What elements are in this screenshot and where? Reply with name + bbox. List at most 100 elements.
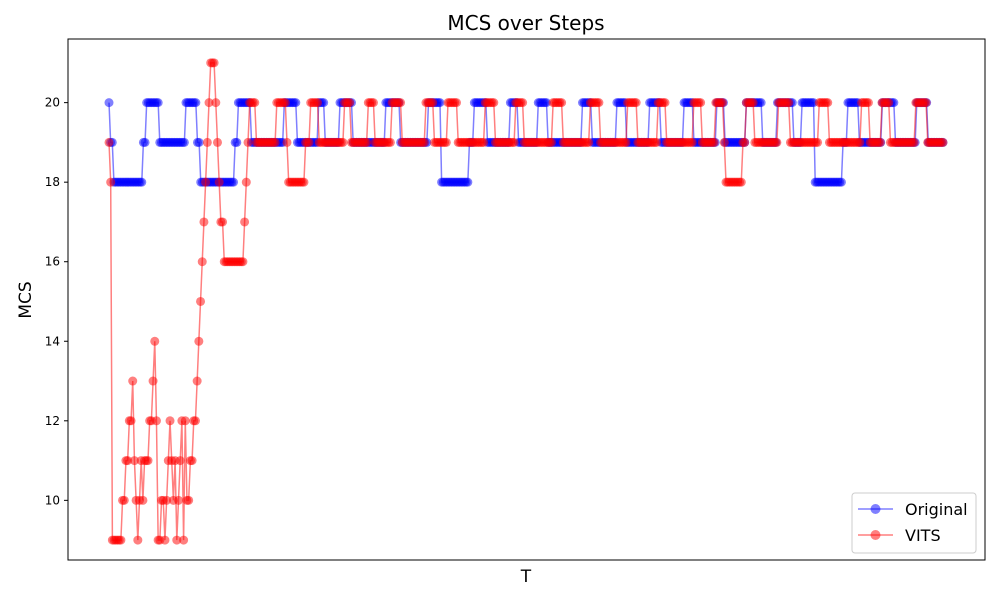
data-point-vits — [718, 98, 728, 108]
data-point-vits — [385, 137, 395, 147]
data-point-vits — [736, 177, 746, 187]
data-point-vits — [190, 416, 200, 426]
data-point-vits — [179, 535, 189, 545]
series-layer — [104, 58, 948, 545]
data-point-vits — [204, 98, 214, 108]
data-point-vits — [174, 495, 183, 505]
data-point-vits — [584, 137, 594, 147]
y-tick-label: 18 — [45, 175, 60, 189]
data-point-vits — [165, 416, 175, 426]
data-point-vits — [240, 217, 250, 227]
y-tick-label: 14 — [45, 334, 60, 348]
data-point-vits — [546, 137, 556, 147]
y-tick-label: 16 — [45, 255, 60, 269]
data-point-original — [541, 98, 551, 108]
y-tick-label: 10 — [45, 493, 60, 507]
data-point-vits — [909, 137, 919, 147]
data-point-vits — [150, 336, 160, 346]
data-point-vits — [557, 98, 567, 108]
data-point-vits — [884, 98, 894, 108]
data-point-vits — [194, 336, 204, 346]
data-point-vits — [772, 137, 782, 147]
data-point-vits — [143, 456, 153, 466]
y-tick-label: 12 — [45, 414, 60, 428]
data-point-vits — [921, 98, 931, 108]
data-point-vits — [238, 257, 248, 267]
data-point-original — [435, 98, 445, 108]
data-point-vits — [631, 98, 641, 108]
data-point-vits — [621, 137, 631, 147]
data-point-vits — [211, 98, 221, 108]
data-point-vits — [199, 217, 209, 227]
data-point-vits — [212, 137, 222, 147]
data-point-vits — [162, 495, 172, 505]
data-point-original — [194, 137, 204, 147]
data-point-original — [291, 98, 301, 108]
data-point-vits — [148, 376, 158, 386]
legend-box — [851, 492, 977, 554]
data-point-vits — [709, 137, 719, 147]
data-point-original — [229, 177, 239, 187]
data-point-vits — [180, 416, 190, 426]
data-point-vits — [594, 98, 604, 108]
data-point-vits — [719, 137, 729, 147]
data-point-vits — [518, 98, 528, 108]
data-point-vits — [938, 137, 948, 147]
chart-title: MCS over Steps — [447, 11, 604, 35]
x-axis-title: T — [520, 567, 532, 587]
legend: Original VITS — [851, 492, 977, 554]
data-point-vits — [119, 495, 129, 505]
data-point-vits — [813, 137, 823, 147]
data-point-vits — [104, 137, 114, 147]
data-point-vits — [187, 456, 197, 466]
data-point-vits — [652, 137, 662, 147]
data-point-vits — [106, 177, 116, 187]
data-point-vits — [338, 137, 348, 147]
legend-entry-vits: VITS — [858, 526, 941, 545]
data-point-original — [463, 177, 473, 187]
data-point-vits — [823, 98, 833, 108]
data-point-vits — [241, 177, 251, 187]
data-point-vits — [452, 98, 461, 108]
data-point-vits — [855, 137, 865, 147]
data-point-vits — [202, 137, 212, 147]
data-point-vits — [419, 137, 429, 147]
data-point-vits — [192, 376, 202, 386]
data-point-vits — [209, 58, 219, 68]
data-point-vits — [863, 98, 873, 108]
data-point-vits — [280, 98, 290, 108]
data-point-vits — [345, 98, 355, 108]
data-point-vits — [175, 456, 185, 466]
data-point-vits — [138, 495, 148, 505]
data-point-vits — [218, 217, 228, 227]
legend-marker-vits — [870, 530, 881, 540]
legend-marker-original — [870, 504, 881, 514]
data-point-vits — [299, 177, 309, 187]
data-point-vits — [201, 177, 211, 187]
data-point-original — [179, 137, 189, 147]
data-point-original — [836, 177, 846, 187]
data-point-vits — [740, 137, 750, 147]
legend-label-vits: VITS — [905, 526, 941, 545]
legend-entry-original: Original — [858, 500, 968, 519]
data-point-vits — [362, 137, 372, 147]
data-point-vits — [687, 137, 697, 147]
data-point-vits — [489, 98, 499, 108]
data-point-vits — [313, 98, 322, 108]
data-point-vits — [129, 456, 139, 466]
data-point-original — [232, 137, 242, 147]
data-point-vits — [368, 98, 378, 108]
data-point-vits — [441, 137, 451, 147]
data-point-vits — [133, 535, 143, 545]
data-point-vits — [696, 98, 706, 108]
data-point-vits — [428, 98, 438, 108]
data-point-original — [140, 137, 150, 147]
data-point-vits — [304, 137, 314, 147]
y-tick-label: 20 — [45, 96, 60, 110]
data-point-vits — [243, 137, 253, 147]
data-point-vits — [784, 98, 794, 108]
data-point-vits — [160, 535, 170, 545]
plot-area — [104, 58, 948, 545]
